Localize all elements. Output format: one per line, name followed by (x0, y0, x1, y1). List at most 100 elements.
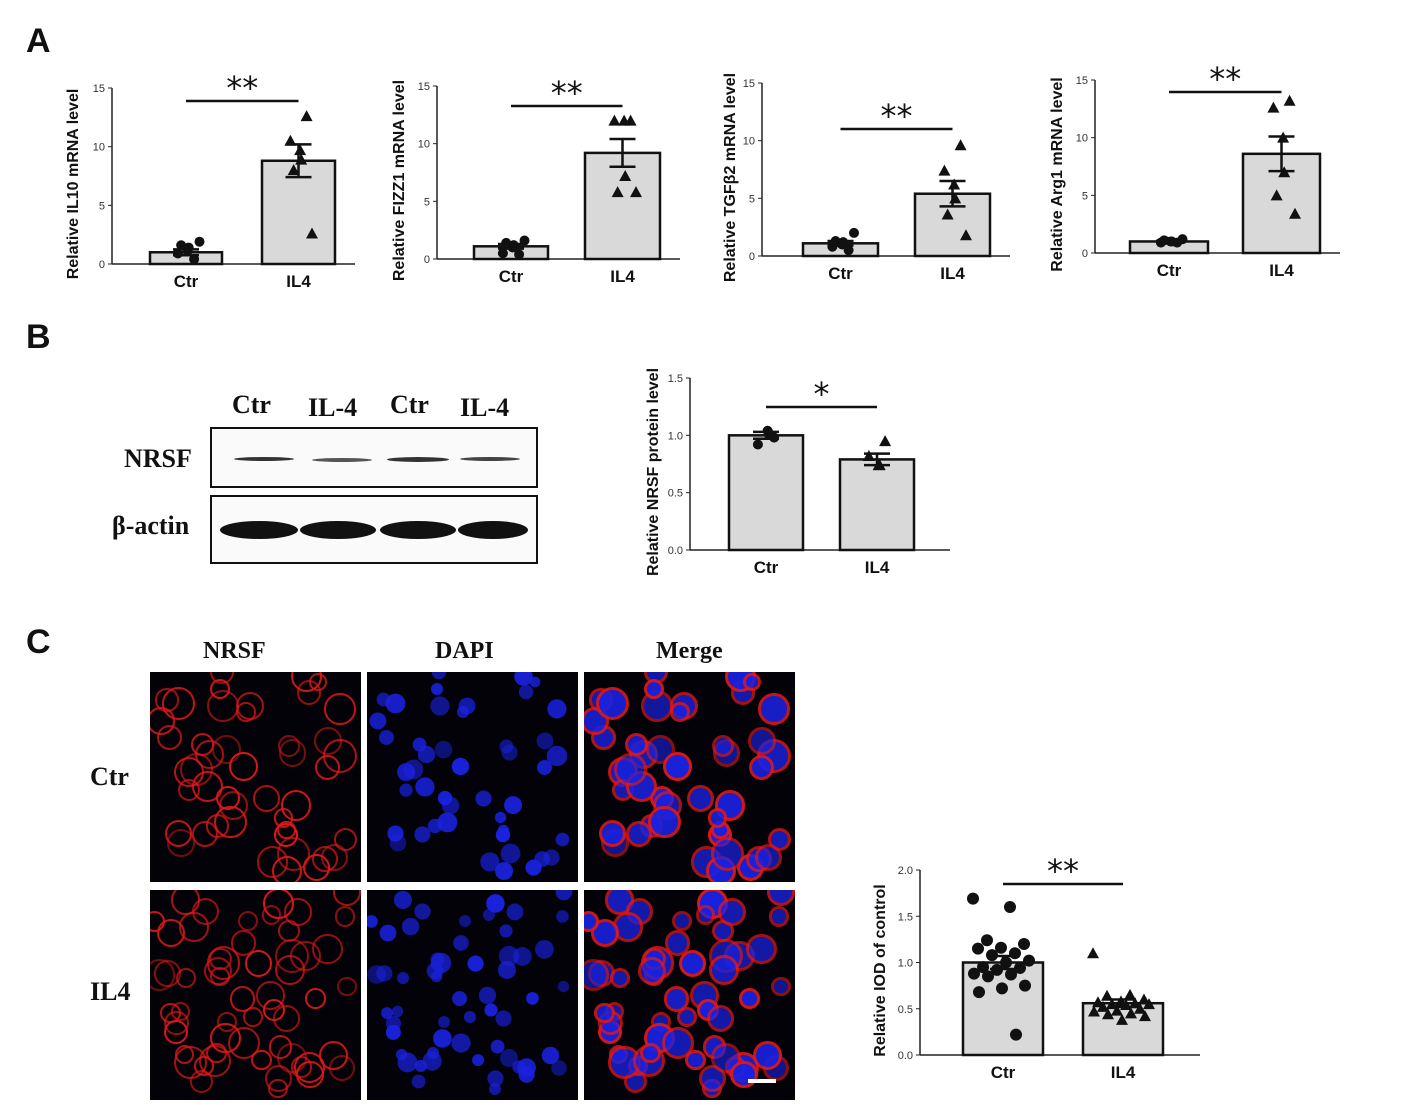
significance-stars: ** (1047, 852, 1079, 890)
cell (711, 734, 735, 758)
x-tick-label: Ctr (754, 558, 779, 577)
cell (314, 727, 343, 756)
data-point (1088, 1005, 1100, 1017)
cell (480, 852, 499, 872)
cell (676, 1006, 697, 1027)
cell (284, 897, 313, 926)
bar (727, 434, 805, 552)
cell (190, 732, 214, 756)
y-tick-label: 5 (749, 193, 755, 205)
significance-stars: * (814, 375, 830, 413)
cell (482, 909, 495, 921)
significance-stars: ** (1209, 60, 1241, 98)
cell (308, 673, 327, 692)
y-tick-label: 10 (93, 142, 105, 154)
cell (472, 1053, 485, 1067)
significance-stars: ** (226, 69, 258, 107)
x-tick-label: IL4 (940, 264, 965, 283)
cell (547, 699, 567, 719)
micrograph-ctr-nrsf (150, 672, 361, 882)
data-point (948, 178, 961, 190)
cell (430, 952, 445, 966)
x-tick-label: IL4 (865, 558, 890, 577)
data-point (1097, 1000, 1109, 1012)
cell (594, 1002, 615, 1024)
panel-letter-c: C (26, 623, 51, 661)
lane-label: IL-4 (308, 393, 358, 422)
cell (746, 933, 777, 965)
if-row-label: Ctr (90, 762, 129, 791)
cell (386, 1015, 402, 1031)
y-tick-label: 2.0 (898, 865, 913, 877)
data-point (981, 934, 993, 947)
if-column-label: Merge (656, 638, 723, 664)
data-point (1023, 954, 1035, 967)
error-bar (753, 430, 779, 441)
y-tick-label: 0.5 (898, 1004, 913, 1016)
y-tick-label: 5 (1082, 190, 1088, 202)
cell (499, 739, 513, 753)
cell (497, 961, 516, 980)
cell (507, 903, 524, 921)
data-point (619, 169, 632, 181)
cell (498, 945, 520, 967)
data-point (295, 153, 308, 165)
cell (526, 992, 539, 1005)
cell (230, 929, 257, 956)
data-point (611, 186, 624, 198)
cell (413, 826, 430, 843)
y-tick-label: 1.0 (898, 958, 913, 970)
data-point (1087, 947, 1099, 959)
cell (489, 1082, 502, 1095)
y-axis-label: Relative IOD of control (872, 884, 889, 1056)
cell (274, 808, 294, 828)
cell (236, 701, 257, 722)
data-point (306, 227, 318, 239)
cell (710, 837, 744, 871)
blot-row-label: NRSF (124, 444, 192, 473)
data-point (752, 439, 763, 450)
data-point (1125, 1007, 1137, 1019)
cell (318, 1041, 348, 1070)
x-tick-label: IL4 (610, 267, 635, 286)
cell (403, 759, 424, 780)
data-point (954, 139, 967, 151)
cell (459, 914, 472, 927)
cell (490, 1039, 505, 1054)
cell (558, 980, 570, 993)
cell (484, 1003, 498, 1017)
cell (500, 1049, 519, 1067)
data-point (1138, 993, 1150, 1005)
y-tick-label: 10 (1076, 133, 1088, 145)
data-point (294, 144, 307, 156)
cell (543, 849, 560, 866)
cell (708, 955, 739, 986)
y-tick-label: 1.5 (668, 373, 683, 385)
cell (748, 727, 777, 756)
cell (150, 959, 175, 991)
y-axis-label: Relative TGFβ2 mRNA level (722, 73, 739, 282)
cell (381, 1006, 394, 1020)
data-point (967, 892, 979, 905)
data-point (176, 240, 187, 251)
micrograph-il4-dapi (367, 890, 578, 1100)
bar (583, 151, 662, 261)
data-point (194, 236, 205, 247)
cell (150, 910, 165, 932)
cell (614, 752, 647, 786)
data-point (497, 248, 508, 259)
cell (535, 939, 554, 959)
nrsf-blot (210, 427, 538, 488)
cell (599, 820, 627, 848)
cell (537, 732, 554, 750)
y-axis-label: Relative FIZZ1 mRNA level (391, 80, 408, 281)
cell (214, 805, 247, 839)
cell (227, 1026, 260, 1059)
cell (640, 1043, 661, 1064)
y-tick-label: 15 (418, 81, 430, 93)
cell (758, 693, 790, 726)
cell (541, 1046, 560, 1065)
y-tick-label: 5 (424, 196, 430, 208)
cell (387, 825, 404, 842)
